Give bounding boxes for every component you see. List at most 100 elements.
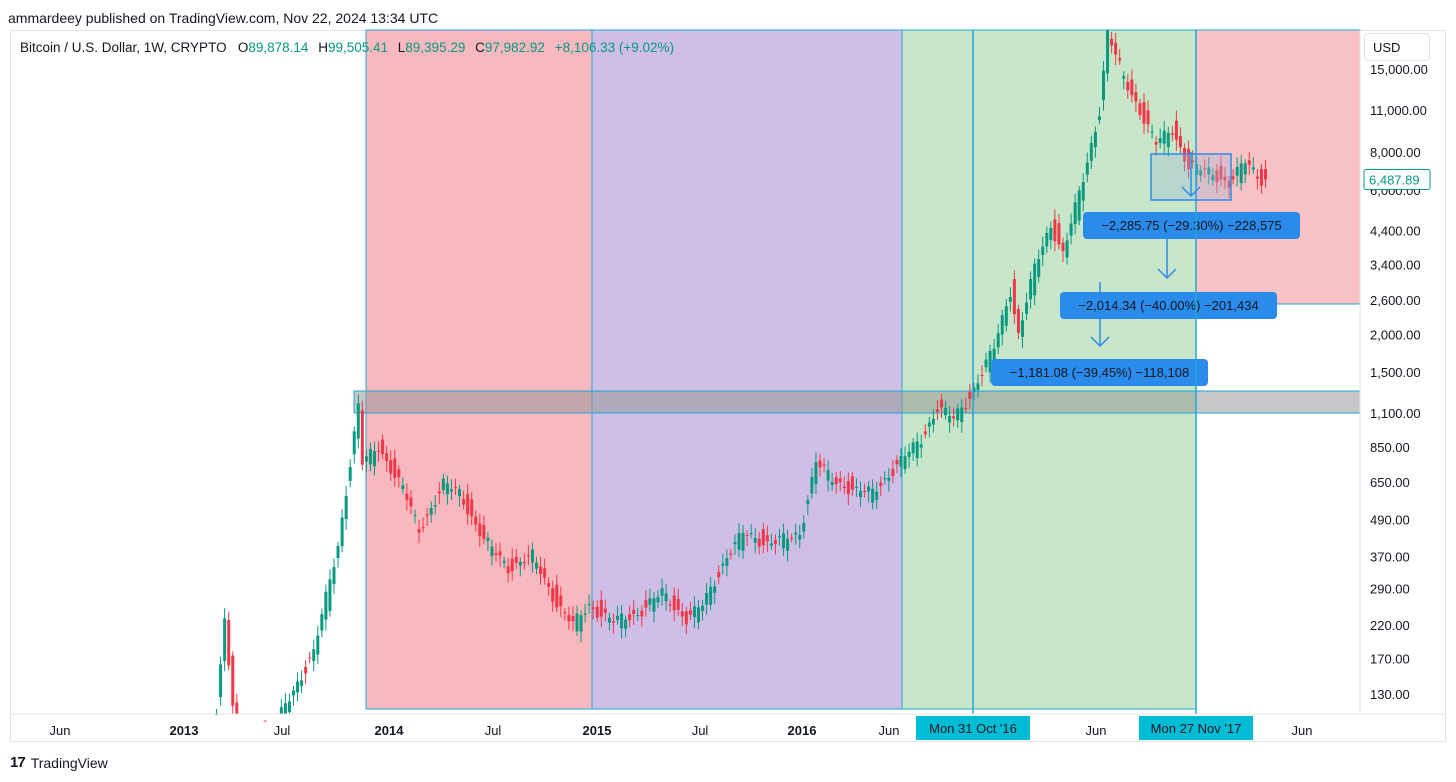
candle-body [911, 442, 915, 454]
candle-body [814, 462, 818, 485]
high-label: H [318, 40, 328, 55]
candle-body [705, 592, 709, 605]
candle-body [571, 616, 575, 621]
candle-body [1170, 133, 1174, 135]
candle-body [498, 551, 502, 556]
date-badge-label: Mon 31 Oct '16 [929, 721, 1017, 736]
candle-body [1053, 219, 1057, 242]
candle-body [1004, 306, 1008, 326]
candle-body [899, 456, 903, 467]
support-band [353, 390, 1361, 414]
candle-body [1223, 176, 1227, 181]
y-tick-label: 130.00 [1370, 687, 1410, 702]
candle-body [332, 567, 336, 585]
candle-body [1037, 258, 1041, 277]
date-badge [916, 716, 1030, 740]
candle-body [863, 490, 867, 492]
candle-body [919, 444, 923, 448]
candle-body [1259, 168, 1263, 186]
currency-button[interactable]: USD [1364, 33, 1430, 61]
candle-body [579, 615, 583, 632]
candle-body [1150, 131, 1154, 133]
vertical-lines-layer [972, 30, 1197, 714]
candle-body [842, 486, 846, 489]
candle-body [482, 524, 486, 539]
candle-body [1178, 136, 1182, 148]
candle-body [559, 595, 563, 607]
candle-body [1154, 142, 1158, 145]
candle-body [595, 606, 599, 618]
candle-body [1227, 181, 1231, 188]
candle-body [587, 604, 591, 606]
candle-body [717, 572, 721, 578]
tradingview-logo-icon: 17 [10, 754, 26, 771]
candle-body [1093, 131, 1097, 148]
candle-body [433, 505, 437, 507]
zone-red-2018 [1195, 29, 1361, 305]
candle-body [668, 604, 672, 606]
candle-body [421, 527, 425, 529]
candle-body [802, 522, 806, 532]
candle-body [1012, 279, 1016, 315]
candle-body [324, 591, 328, 620]
candle-body [632, 609, 636, 615]
candle-body [304, 667, 308, 674]
y-tick-label: 3,400.00 [1370, 258, 1421, 273]
candle-body [883, 477, 887, 480]
x-tick-label: 2013 [170, 723, 199, 738]
candle-body [859, 491, 862, 498]
candle-body [846, 481, 850, 495]
candle-body [1061, 242, 1065, 252]
candle-body [806, 500, 810, 505]
candle-body [782, 533, 786, 549]
y-tick-label: 15,000.00 [1370, 62, 1428, 77]
drawdown-label-text: −2,014.34 (−40.00%) −201,434 [1078, 298, 1258, 313]
candle-body [567, 614, 571, 622]
candle-body [992, 348, 996, 366]
candle-body [794, 532, 798, 535]
candle-body [972, 387, 976, 392]
candle-body [1255, 176, 1259, 179]
candle-body [1174, 120, 1178, 140]
footer-brand[interactable]: 17 TradingView [10, 754, 108, 771]
candle-body [749, 533, 753, 535]
candle-body [425, 514, 429, 516]
candle-body [486, 537, 490, 542]
candle-body [1138, 103, 1142, 116]
candle-body [725, 558, 729, 567]
low-label: L [397, 40, 406, 55]
candle-body [494, 553, 498, 555]
candle-body [219, 664, 223, 698]
candle-body [818, 460, 822, 468]
candle-body [320, 614, 324, 631]
candle-body [1191, 160, 1195, 163]
candle-body [409, 497, 413, 507]
candle-body [502, 560, 506, 563]
candle-body [356, 403, 360, 439]
x-tick-label: Jul [485, 723, 502, 738]
candle-body [968, 391, 972, 399]
candle-body [1199, 170, 1203, 176]
y-tick-label: 2,000.00 [1370, 327, 1421, 342]
change-value: +8,106.33 (+9.02%) [554, 40, 675, 55]
candle-body [1041, 246, 1045, 256]
high-value: 99,505.41 [327, 40, 388, 55]
candle-body [458, 489, 462, 497]
candle-body [381, 439, 385, 455]
candle-body [1166, 132, 1170, 148]
symbol-legend: Bitcoin / U.S. Dollar, 1W, CRYPTO O89,87… [20, 40, 680, 55]
candle-body [1215, 170, 1219, 183]
candle-body [713, 586, 717, 593]
candle-body [1251, 167, 1255, 170]
candle-body [753, 537, 757, 543]
candle-body [940, 399, 943, 408]
candle-body [786, 538, 790, 551]
date-badge-label: Mon 27 Nov '17 [1151, 721, 1242, 736]
candle-body [287, 701, 291, 713]
candle-body [1134, 92, 1138, 102]
candle-body [530, 549, 534, 563]
candle-body [1122, 76, 1126, 79]
candle-body [697, 607, 700, 623]
x-tick-label: 2015 [583, 723, 612, 738]
